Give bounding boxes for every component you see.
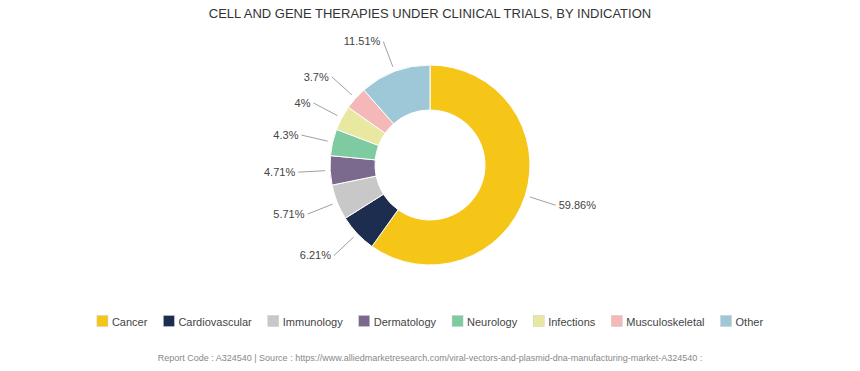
legend-label: Immunology [283,316,343,328]
legend-swatch [452,316,463,327]
legend-swatch [163,316,174,327]
leader-line [334,237,354,256]
data-label: 59.86% [559,199,597,211]
data-label: 5.71% [273,208,304,220]
leader-line [332,77,352,95]
slice [330,156,376,185]
chart: CELL AND GENE THERAPIES UNDER CLINICAL T… [0,0,860,371]
footer: Report Code : A324540 | Source : https:/… [158,353,703,363]
legend-item: Musculoskeletal [611,316,704,328]
legend-item: Other [721,316,764,328]
legend-label: Neurology [467,316,518,328]
title: CELL AND GENE THERAPIES UNDER CLINICAL T… [209,6,651,21]
data-labels: 59.86% 6.21% 5.71% 4.71% 4.3% 4% 3.7% 11.51% [264,35,596,261]
legend-swatch [268,316,279,327]
leader-line [530,197,556,205]
leader-line [307,204,332,214]
legend-swatch [721,316,732,327]
legend-item: Infections [533,316,596,328]
legend-swatch [533,316,544,327]
data-label: 3.7% [304,71,329,83]
legend-swatch [359,316,370,327]
data-label: 4.71% [264,166,295,178]
slice [364,65,430,124]
legend-item: Neurology [452,316,518,328]
legend: Cancer Cardiovascular Immunology Dermatolog… [97,316,763,328]
data-label: 4% [295,97,311,109]
legend-item: Cardiovascular [163,316,252,328]
legend-swatch [97,316,108,327]
leader-line [298,171,325,172]
pie [330,65,530,265]
legend-label: Cancer [112,316,148,328]
data-label: 6.21% [300,249,331,261]
leader-line [313,103,337,116]
legend-label: Other [736,316,764,328]
leader-line [383,42,393,67]
legend-label: Infections [548,316,596,328]
legend-swatch [611,316,622,327]
leader-line [301,135,327,141]
legend-label: Dermatology [374,316,437,328]
data-label: 11.51% [344,35,381,47]
data-label: 4.3% [273,129,298,141]
legend-item: Dermatology [359,316,437,328]
legend-item: Immunology [268,316,343,328]
legend-label: Cardiovascular [178,316,252,328]
legend-item: Cancer [97,316,148,328]
legend-label: Musculoskeletal [626,316,704,328]
